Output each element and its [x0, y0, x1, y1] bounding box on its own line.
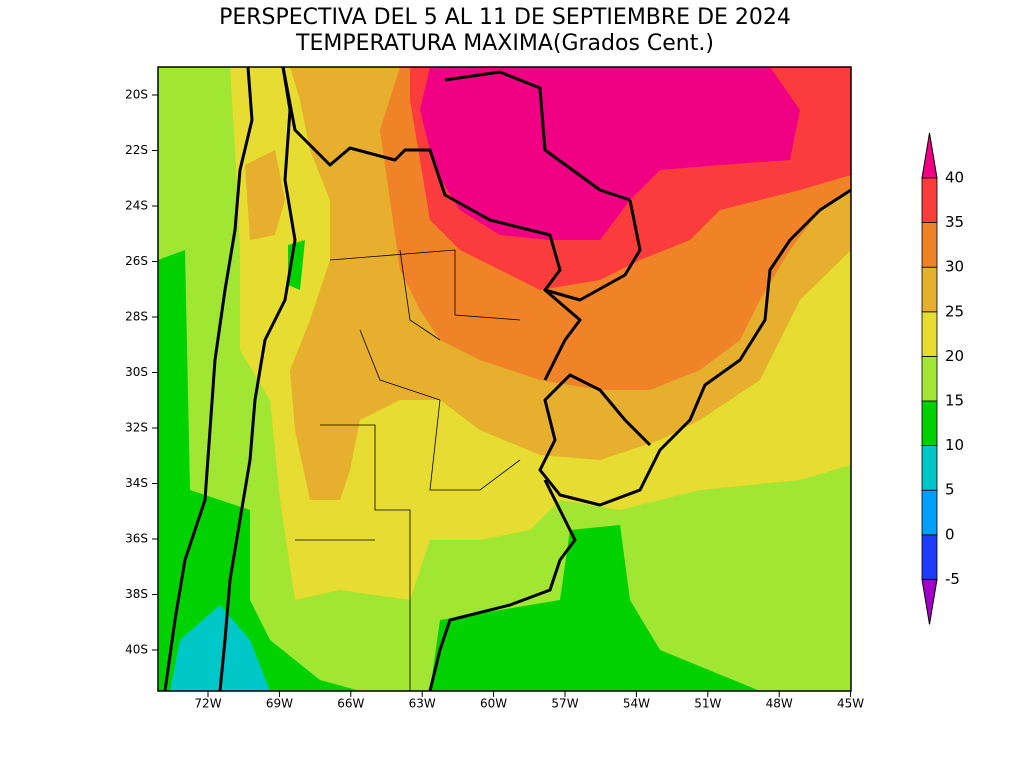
lon-label: 60W — [480, 697, 507, 711]
colorbar-label: 5 — [945, 481, 955, 499]
lat-label: 20S — [125, 88, 148, 102]
map-field — [158, 67, 851, 691]
colorbar-label: 35 — [945, 213, 964, 231]
colorbar-label: -5 — [945, 570, 960, 588]
colorbar-box — [921, 400, 938, 446]
title-line: PERSPECTIVA DEL 5 AL 11 DE SEPTIEMBRE DE… — [219, 5, 791, 30]
colorbar-box — [921, 534, 938, 580]
colorbar-arrow — [921, 578, 938, 625]
map-frame — [157, 66, 852, 692]
colorbar-box — [921, 222, 938, 268]
colorbar-label: 0 — [945, 525, 955, 543]
lat-label: 30S — [125, 365, 148, 379]
colorbar-box — [921, 177, 938, 223]
lon-label: 54W — [623, 697, 650, 711]
lon-label: 72W — [194, 697, 221, 711]
lat-label: 28S — [125, 310, 148, 324]
colorbar-box — [921, 489, 938, 536]
lon-label: 48W — [766, 697, 793, 711]
lat-label: 38S — [125, 587, 148, 601]
lat-label: 40S — [125, 643, 148, 657]
colorbar-box — [921, 266, 938, 313]
lon-label: 66W — [337, 697, 364, 711]
colorbar-label: 25 — [945, 302, 964, 320]
colorbar-box — [921, 355, 938, 402]
lat-label: 34S — [125, 476, 148, 490]
lat-label: 36S — [125, 532, 148, 546]
colorbar-box — [921, 445, 938, 491]
lon-label: 69W — [266, 697, 293, 711]
title-line: TEMPERATURA MAXIMA(Grados Cent.) — [295, 31, 714, 56]
lon-label: 51W — [694, 697, 721, 711]
colorbar-box — [921, 311, 938, 357]
colorbar-label: 15 — [945, 392, 964, 410]
lon-label: 63W — [409, 697, 436, 711]
lat-label: 22S — [125, 143, 148, 157]
lat-label: 24S — [125, 199, 148, 213]
lat-label: 26S — [125, 254, 148, 268]
colorbar-arrow — [921, 132, 938, 179]
colorbar-label: 20 — [945, 347, 964, 365]
colorbar-label: 30 — [945, 258, 964, 276]
colorbar-label: 40 — [945, 169, 964, 187]
lon-label: 45W — [837, 697, 864, 711]
lat-label: 32S — [125, 421, 148, 435]
colorbar-label: 10 — [945, 436, 964, 454]
lon-label: 57W — [551, 697, 578, 711]
